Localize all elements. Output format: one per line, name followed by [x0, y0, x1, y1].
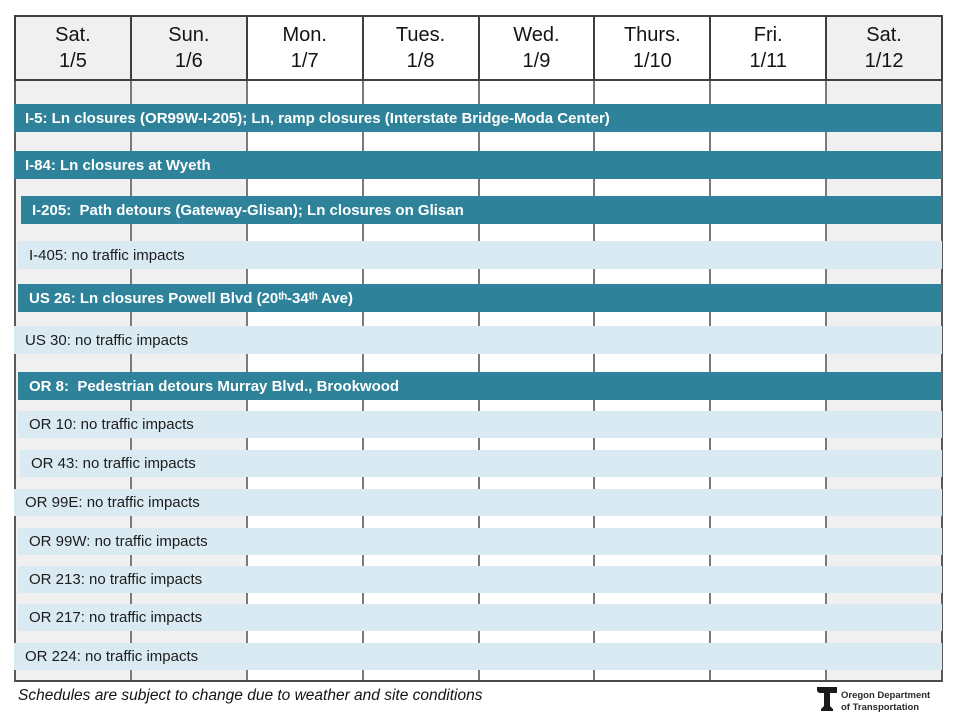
day-date: 1/11 — [749, 50, 787, 72]
row-bar-or224: OR 224: no traffic impacts — [14, 643, 942, 670]
day-header-sat-1-5: Sat. 1/5 — [16, 17, 132, 79]
day-name: Sat. — [55, 24, 91, 46]
day-name: Tues. — [395, 24, 446, 46]
row-bar-us26: US 26: Ln closures Powell Blvd (20ᵗʰ-34ᵗ… — [18, 284, 942, 312]
day-header-mon-1-7: Mon. 1/7 — [247, 17, 364, 79]
day-date: 1/5 — [59, 50, 87, 72]
day-header-sat-1-12: Sat. 1/12 — [827, 17, 941, 79]
day-name: Fri. — [753, 24, 783, 46]
row-bar-i405: I-405: no traffic impacts — [18, 241, 942, 269]
day-name: Sun. — [168, 24, 210, 46]
schedule-disclaimer: Schedules are subject to change due to w… — [18, 687, 483, 704]
row-bar-i84: I-84: Ln closures at Wyeth — [14, 151, 942, 179]
row-bar-or99w: OR 99W: no traffic impacts — [18, 528, 942, 555]
day-header-row: Sat. 1/5 Sun. 1/6 Mon. 1/7 Tues. 1/8 Wed… — [14, 15, 943, 81]
day-name: Thurs. — [623, 24, 681, 46]
row-bar-i5: I-5: Ln closures (OR99W-I-205); Ln, ramp… — [14, 104, 942, 132]
row-bar-us30: US 30: no traffic impacts — [14, 326, 942, 354]
day-date: 1/6 — [174, 50, 203, 72]
day-date: 1/7 — [290, 50, 319, 72]
odot-logo: Oregon Department of Transportation — [816, 687, 930, 716]
row-bar-or8: OR 8: Pedestrian detours Murray Blvd., B… — [18, 372, 942, 400]
day-date: 1/8 — [406, 50, 435, 72]
day-header-sun-1-6: Sun. 1/6 — [131, 17, 248, 79]
weekly-traffic-schedule-table: Sat. 1/5 Sun. 1/6 Mon. 1/7 Tues. 1/8 Wed… — [14, 15, 943, 682]
day-name: Mon. — [282, 24, 327, 46]
day-header-thurs-1-10: Thurs. 1/10 — [595, 17, 712, 79]
day-name: Sat. — [866, 24, 902, 46]
day-header-wed-1-9: Wed. 1/9 — [479, 17, 596, 79]
day-date: 1/9 — [522, 50, 551, 72]
day-date: 1/12 — [864, 50, 904, 72]
row-bar-i205: I-205: Path detours (Gateway-Glisan); Ln… — [21, 196, 942, 224]
odot-logo-icon — [816, 687, 838, 716]
row-bar-or10: OR 10: no traffic impacts — [18, 411, 942, 438]
day-name: Wed. — [513, 24, 560, 46]
row-bar-or43: OR 43: no traffic impacts — [20, 450, 942, 477]
day-date: 1/10 — [632, 50, 672, 72]
day-header-fri-1-11: Fri. 1/11 — [711, 17, 828, 79]
row-bar-or99e: OR 99E: no traffic impacts — [14, 489, 942, 516]
row-bar-or217: OR 217: no traffic impacts — [18, 604, 942, 631]
odot-logo-text-line2: of Transportation — [841, 701, 920, 713]
odot-logo-text-line1: Oregon Department — [841, 690, 931, 702]
row-bar-or213: OR 213: no traffic impacts — [18, 566, 942, 593]
day-header-tues-1-8: Tues. 1/8 — [363, 17, 480, 79]
